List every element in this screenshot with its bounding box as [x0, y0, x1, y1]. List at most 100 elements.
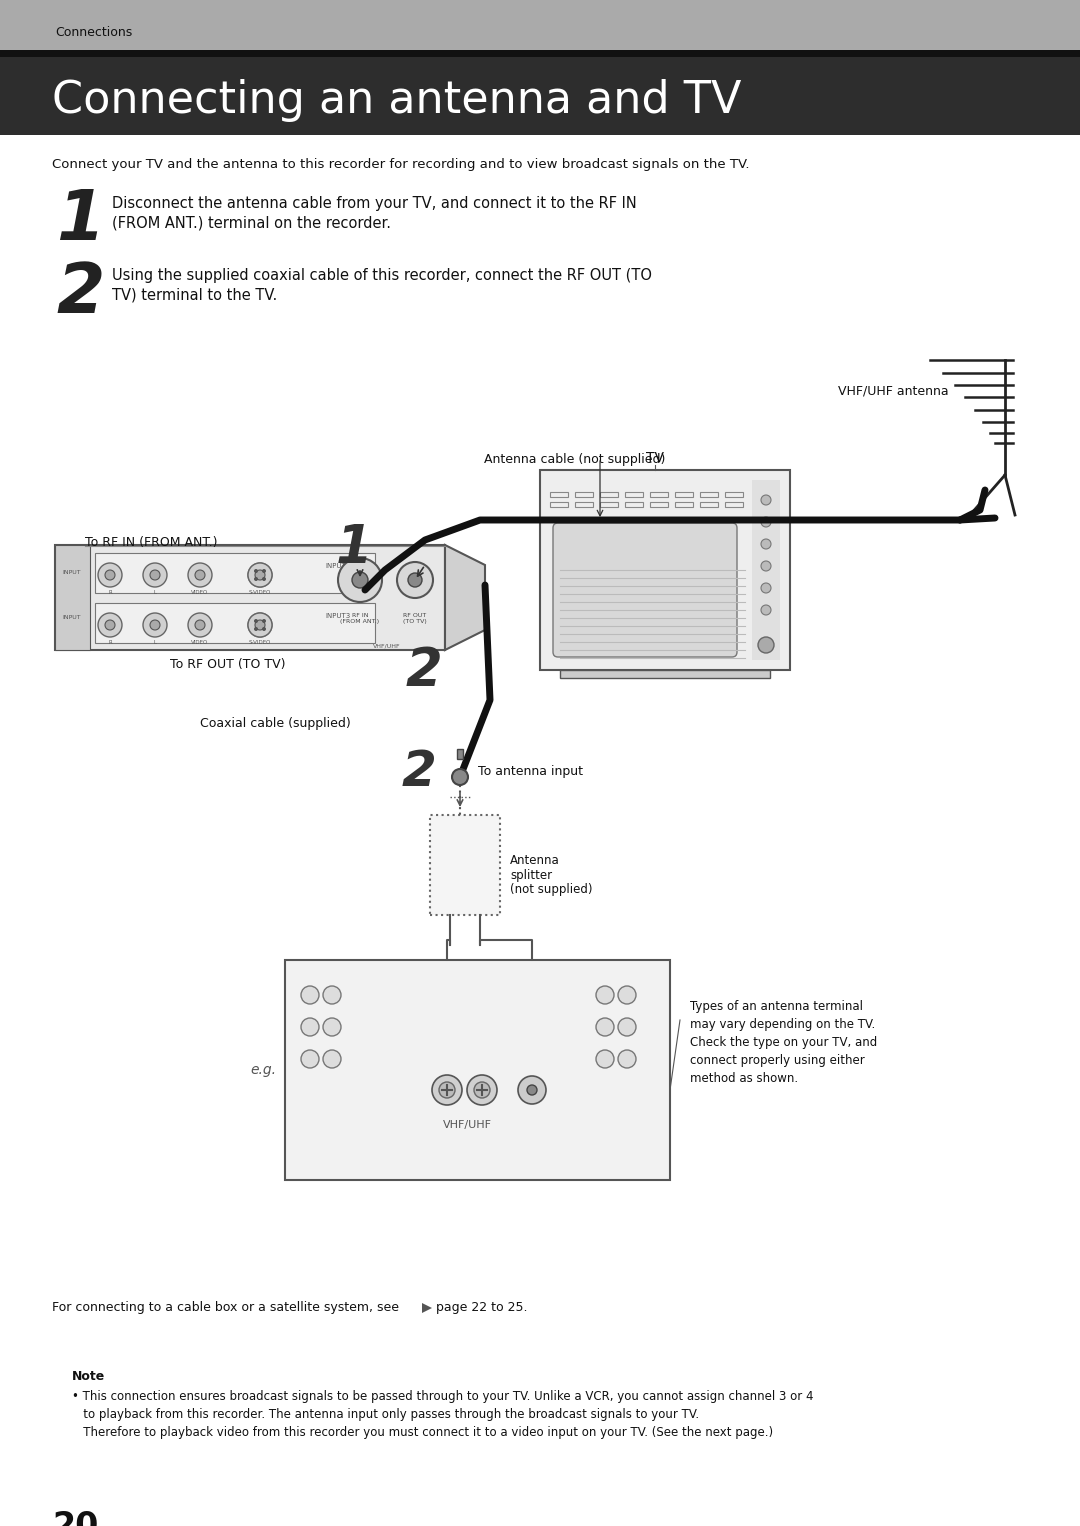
Bar: [575, 502, 593, 507]
Text: 20: 20: [52, 1511, 98, 1526]
Text: VIDEO: VIDEO: [191, 591, 208, 595]
Bar: [540, 470, 789, 670]
Bar: [700, 502, 718, 507]
Text: Connections: Connections: [55, 26, 132, 38]
Text: INPUT1: INPUT1: [325, 563, 350, 569]
Circle shape: [262, 577, 266, 581]
Circle shape: [438, 1082, 455, 1099]
Circle shape: [105, 620, 114, 630]
Text: Coaxial cable (supplied): Coaxial cable (supplied): [200, 717, 351, 729]
Bar: [650, 491, 669, 497]
Circle shape: [248, 613, 272, 636]
Bar: [550, 502, 568, 507]
Bar: [600, 491, 618, 497]
Text: • This connection ensures broadcast signals to be passed through to your TV. Unl: • This connection ensures broadcast sign…: [72, 1390, 813, 1439]
Circle shape: [596, 986, 615, 1004]
Bar: [625, 491, 643, 497]
Text: INPUT: INPUT: [63, 571, 81, 575]
Circle shape: [188, 613, 212, 636]
Bar: [725, 491, 743, 497]
Circle shape: [761, 583, 771, 594]
Bar: [700, 491, 718, 497]
Text: TV) terminal to the TV.: TV) terminal to the TV.: [112, 287, 278, 302]
Circle shape: [596, 1018, 615, 1036]
Circle shape: [301, 1050, 319, 1068]
Circle shape: [195, 620, 205, 630]
Circle shape: [254, 577, 258, 581]
Polygon shape: [445, 545, 485, 650]
Circle shape: [195, 571, 205, 580]
Text: Using the supplied coaxial cable of this recorder, connect the RF OUT (TO: Using the supplied coaxial cable of this…: [112, 269, 652, 282]
Circle shape: [453, 769, 468, 784]
Bar: [752, 481, 780, 661]
Circle shape: [150, 571, 160, 580]
Bar: [725, 502, 743, 507]
Circle shape: [262, 620, 266, 623]
Text: INPUT3: INPUT3: [325, 613, 350, 620]
Circle shape: [432, 1074, 462, 1105]
Bar: [575, 491, 593, 497]
Bar: [550, 491, 568, 497]
Circle shape: [255, 620, 265, 630]
Circle shape: [248, 563, 272, 588]
Text: Antenna
splitter
(not supplied): Antenna splitter (not supplied): [510, 853, 593, 896]
Bar: [650, 502, 669, 507]
Circle shape: [323, 986, 341, 1004]
Bar: [675, 491, 693, 497]
Text: 2: 2: [56, 259, 105, 327]
Text: R: R: [108, 639, 112, 645]
Text: VIDEO: VIDEO: [191, 639, 208, 645]
Circle shape: [254, 620, 258, 623]
Text: 1: 1: [56, 188, 105, 253]
Text: Connecting an antenna and TV: Connecting an antenna and TV: [52, 78, 742, 122]
Circle shape: [262, 569, 266, 572]
Text: page 22 to 25.: page 22 to 25.: [436, 1302, 527, 1314]
Text: RF IN
(FROM ANT.): RF IN (FROM ANT.): [340, 613, 379, 624]
Text: Connect your TV and the antenna to this recorder for recording and to view broad: Connect your TV and the antenna to this …: [52, 159, 750, 171]
Text: S-VIDEO: S-VIDEO: [248, 591, 271, 595]
Text: TV: TV: [646, 452, 664, 465]
Circle shape: [143, 563, 167, 588]
Circle shape: [143, 613, 167, 636]
Bar: [561, 670, 770, 678]
Bar: [285, 960, 670, 1180]
Bar: [0, 56, 1080, 134]
Circle shape: [248, 613, 272, 636]
Text: L: L: [153, 591, 157, 595]
Text: VHF/UHF: VHF/UHF: [443, 1120, 491, 1129]
Bar: [55, 545, 90, 650]
Circle shape: [150, 620, 160, 630]
Text: VHF/UHF antenna: VHF/UHF antenna: [838, 385, 948, 397]
Circle shape: [518, 1076, 546, 1103]
Circle shape: [596, 1050, 615, 1068]
Text: 2: 2: [406, 645, 443, 697]
Bar: [55, 545, 445, 650]
Text: Antenna cable (not supplied): Antenna cable (not supplied): [484, 453, 665, 465]
Text: Types of an antenna terminal
may vary depending on the TV.
Check the type on you: Types of an antenna terminal may vary de…: [690, 1000, 877, 1085]
Circle shape: [323, 1050, 341, 1068]
Circle shape: [397, 562, 433, 598]
Circle shape: [761, 539, 771, 549]
Bar: [675, 502, 693, 507]
Circle shape: [467, 1074, 497, 1105]
Text: Note: Note: [72, 1370, 105, 1383]
Circle shape: [618, 1018, 636, 1036]
Bar: [0, 50, 1080, 56]
Circle shape: [761, 494, 771, 505]
Circle shape: [262, 627, 266, 630]
Circle shape: [188, 563, 212, 588]
Circle shape: [248, 563, 272, 588]
Text: For connecting to a cable box or a satellite system, see: For connecting to a cable box or a satel…: [52, 1302, 399, 1314]
Bar: [95, 552, 375, 594]
Circle shape: [254, 627, 258, 630]
Circle shape: [338, 559, 382, 601]
FancyBboxPatch shape: [553, 523, 737, 658]
Bar: [600, 502, 618, 507]
Circle shape: [758, 636, 774, 653]
Circle shape: [255, 571, 265, 580]
Circle shape: [527, 1085, 537, 1096]
Circle shape: [323, 1018, 341, 1036]
Text: 2: 2: [402, 748, 436, 797]
Circle shape: [761, 517, 771, 526]
Bar: [430, 815, 500, 916]
